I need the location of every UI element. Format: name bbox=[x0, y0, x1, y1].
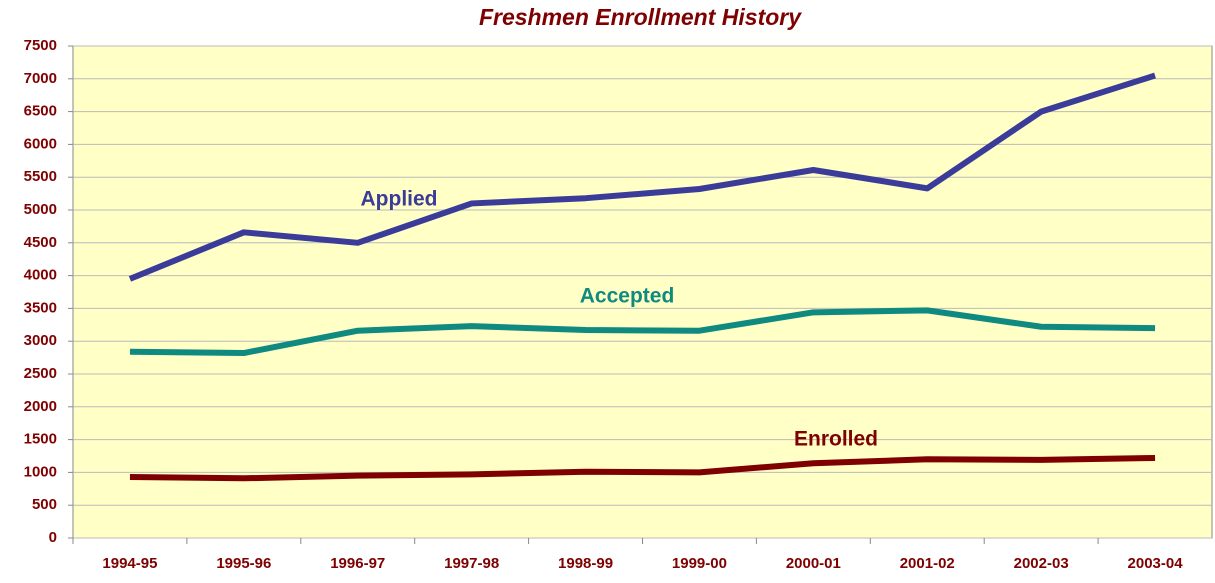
chart-title: Freshmen Enrollment History bbox=[479, 4, 802, 30]
y-tick-label: 1500 bbox=[24, 431, 57, 448]
series-label: Enrolled bbox=[794, 428, 878, 451]
x-tick-label: 2001-02 bbox=[900, 555, 955, 572]
y-tick-label: 5000 bbox=[24, 201, 57, 218]
y-tick-label: 2500 bbox=[24, 365, 57, 382]
y-tick-label: 3500 bbox=[24, 299, 57, 316]
series-label: Applied bbox=[361, 188, 438, 211]
x-tick-label: 1996-97 bbox=[330, 555, 385, 572]
y-tick-label: 6500 bbox=[24, 103, 57, 120]
y-tick-label: 4000 bbox=[24, 267, 57, 284]
x-tick-label: 1999-00 bbox=[672, 555, 727, 572]
x-tick-label: 1997-98 bbox=[444, 555, 499, 572]
x-tick-label: 1994-95 bbox=[102, 555, 157, 572]
x-tick-label: 2003-04 bbox=[1128, 555, 1184, 572]
x-tick-label: 1995-96 bbox=[216, 555, 271, 572]
y-tick-label: 500 bbox=[32, 496, 57, 513]
y-tick-label: 4500 bbox=[24, 234, 57, 251]
x-tick-label: 2000-01 bbox=[786, 555, 841, 572]
y-tick-label: 7000 bbox=[24, 70, 57, 87]
y-tick-label: 3000 bbox=[24, 332, 57, 349]
series-line bbox=[129, 454, 1156, 482]
y-tick-label: 2000 bbox=[24, 398, 57, 415]
x-tick-label: 1998-99 bbox=[558, 555, 613, 572]
series-label: Accepted bbox=[580, 285, 675, 308]
y-tick-label: 7500 bbox=[24, 37, 57, 54]
y-tick-label: 5500 bbox=[24, 168, 57, 185]
y-tick-label: 6000 bbox=[24, 135, 57, 152]
x-tick-label: 2002-03 bbox=[1014, 555, 1069, 572]
series-line bbox=[128, 72, 1156, 282]
y-tick-label: 1000 bbox=[24, 463, 57, 480]
series-line bbox=[129, 307, 1156, 357]
y-tick-label: 0 bbox=[49, 529, 57, 546]
